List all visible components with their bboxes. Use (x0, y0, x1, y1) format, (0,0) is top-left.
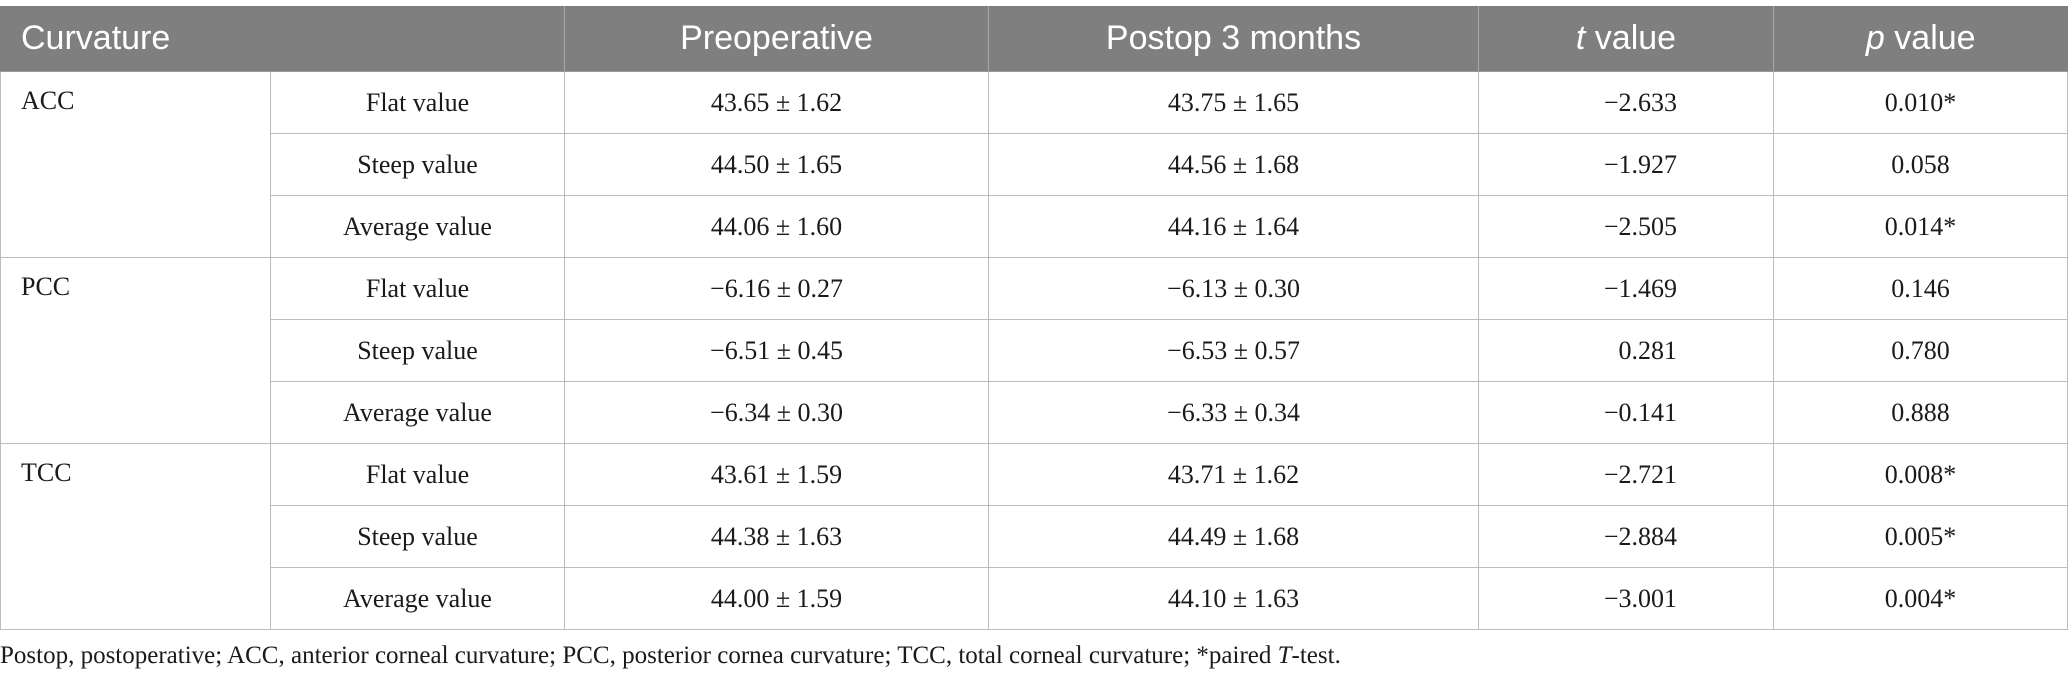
postop-cell: 43.71 ± 1.62 (988, 443, 1479, 506)
postop-cell: 44.49 ± 1.68 (988, 505, 1479, 568)
table-row: Steep value −6.51 ± 0.45 −6.53 ± 0.57 0.281… (1, 319, 2068, 382)
t-value-cell: 0.281 (1478, 319, 1774, 382)
p-value-cell: 0.005* (1773, 505, 2068, 568)
p-value-cell: 0.780 (1773, 319, 2068, 382)
preoperative-cell: 43.61 ± 1.59 (564, 443, 989, 506)
t-value-cell: −2.633 (1478, 71, 1774, 134)
table-body: ACC Flat value 43.65 ± 1.62 43.75 ± 1.65 −2.… (0, 71, 2068, 630)
group-label: ACC (0, 71, 271, 258)
table-row: Average value 44.00 ± 1.59 44.10 ± 1.63 −3.… (1, 567, 2068, 630)
header-t-label: value (1585, 19, 1677, 57)
header-postop: Postop 3 months (988, 6, 1479, 72)
header-t-value: t value (1478, 6, 1774, 72)
p-value-cell: 0.014* (1773, 195, 2068, 258)
t-value-cell: −1.469 (1478, 257, 1774, 320)
postop-cell: −6.33 ± 0.34 (988, 381, 1479, 444)
group-label: PCC (0, 257, 271, 444)
table-row: ACC Flat value 43.65 ± 1.62 43.75 ± 1.65 −2.… (0, 71, 2068, 258)
preoperative-cell: −6.34 ± 0.30 (564, 381, 989, 444)
postop-cell: −6.53 ± 0.57 (988, 319, 1479, 382)
measure-cell: Average value (270, 381, 565, 444)
header-t-symbol: t (1575, 19, 1586, 57)
measure-cell: Average value (270, 567, 565, 630)
postop-cell: 44.56 ± 1.68 (988, 133, 1479, 196)
preoperative-cell: 44.50 ± 1.65 (564, 133, 989, 196)
group-label: TCC (0, 443, 271, 630)
t-value-cell: −2.721 (1478, 443, 1774, 506)
header-preoperative: Preoperative (564, 6, 989, 72)
table-row: Average value 44.06 ± 1.60 44.16 ± 1.64 −2.… (1, 195, 2068, 258)
t-value-cell: −2.884 (1478, 505, 1774, 568)
postop-cell: 44.10 ± 1.63 (988, 567, 1479, 630)
header-curvature: Curvature (0, 6, 565, 72)
p-value-cell: 0.146 (1773, 257, 2068, 320)
preoperative-cell: 44.06 ± 1.60 (564, 195, 989, 258)
table-row: PCC Flat value −6.16 ± 0.27 −6.13 ± 0.30 −1.… (0, 257, 2068, 444)
preoperative-cell: 43.65 ± 1.62 (564, 71, 989, 134)
p-value-cell: 0.008* (1773, 443, 2068, 506)
t-value-cell: −2.505 (1478, 195, 1774, 258)
p-value-cell: 0.010* (1773, 71, 2068, 134)
preoperative-cell: 44.38 ± 1.63 (564, 505, 989, 568)
header-p-value: p value (1773, 6, 2068, 72)
footnote-end: -test. (1291, 642, 1341, 669)
table-row: Steep value 44.50 ± 1.65 44.56 ± 1.68 −1.92… (1, 133, 2068, 196)
header-p-label: value (1884, 19, 1976, 57)
measure-cell: Steep value (270, 133, 565, 196)
header-p-symbol: p (1865, 19, 1885, 57)
t-value-cell: −1.927 (1478, 133, 1774, 196)
measure-cell: Average value (270, 195, 565, 258)
measure-cell: Steep value (270, 505, 565, 568)
p-value-cell: 0.058 (1773, 133, 2068, 196)
table-footnote: Postop, postoperative; ACC, anterior cor… (0, 642, 1341, 670)
preoperative-cell: 44.00 ± 1.59 (564, 567, 989, 630)
p-value-cell: 0.004* (1773, 567, 2068, 630)
postop-cell: 44.16 ± 1.64 (988, 195, 1479, 258)
footnote-text: Postop, postoperative; ACC, anterior cor… (0, 642, 1278, 669)
preoperative-cell: −6.51 ± 0.45 (564, 319, 989, 382)
table-row: Average value −6.34 ± 0.30 −6.33 ± 0.34 −0.… (1, 381, 2068, 444)
table-row: TCC Flat value 43.61 ± 1.59 43.71 ± 1.62 −2.… (0, 443, 2068, 630)
measure-cell: Flat value (270, 443, 565, 506)
postop-cell: 43.75 ± 1.65 (988, 71, 1479, 134)
postop-cell: −6.13 ± 0.30 (988, 257, 1479, 320)
measure-cell: Flat value (270, 257, 565, 320)
t-value-cell: −3.001 (1478, 567, 1774, 630)
footnote-italic-t: T (1277, 642, 1292, 669)
table-row: Steep value 44.38 ± 1.63 44.49 ± 1.68 −2.88… (1, 505, 2068, 568)
header-row: Curvature Preoperative Postop 3 months t… (0, 6, 2068, 72)
measure-cell: Steep value (270, 319, 565, 382)
curvature-table: Curvature Preoperative Postop 3 months t… (0, 6, 2068, 630)
t-value-cell: −0.141 (1478, 381, 1774, 444)
p-value-cell: 0.888 (1773, 381, 2068, 444)
measure-cell: Flat value (270, 71, 565, 134)
preoperative-cell: −6.16 ± 0.27 (564, 257, 989, 320)
